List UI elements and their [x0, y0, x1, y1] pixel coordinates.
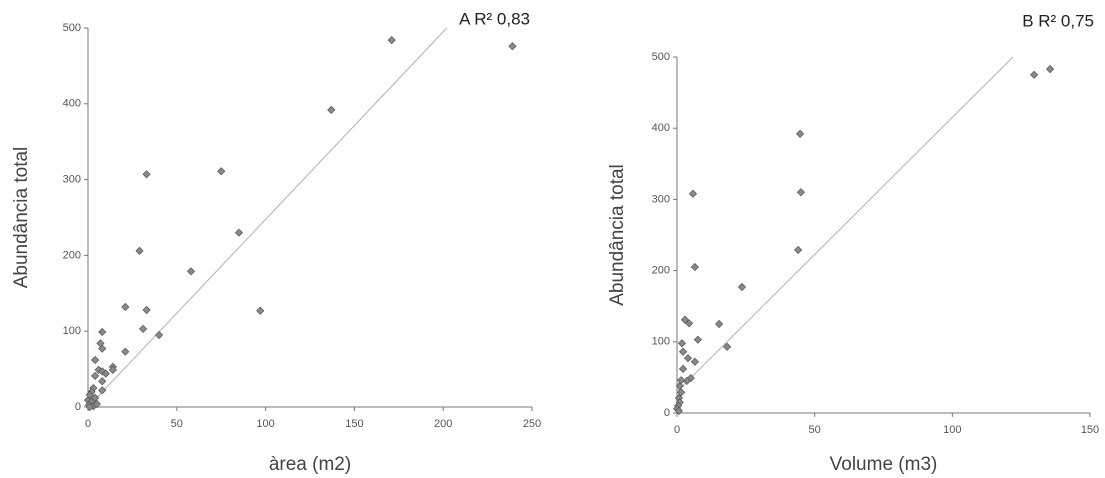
panel-title: A R² 0,83 [459, 9, 530, 28]
data-point [723, 342, 732, 351]
x-tick-label: 200 [434, 418, 452, 430]
x-tick-label: 50 [809, 424, 821, 436]
data-point [685, 319, 694, 328]
data-point [678, 364, 688, 373]
data-point [98, 377, 107, 386]
data-point [677, 388, 686, 397]
y-tick-label: 300 [63, 174, 81, 186]
data-point [1030, 70, 1039, 79]
data-point [85, 390, 94, 399]
data-point [85, 402, 94, 412]
y-tick-label: 500 [652, 51, 670, 63]
data-point [508, 42, 517, 51]
data-point [737, 282, 747, 292]
x-axis-title: àrea (m2) [269, 454, 351, 475]
x-tick-label: 0 [85, 418, 91, 430]
data-point [154, 330, 164, 340]
data-point [98, 344, 107, 353]
x-tick-label: 50 [171, 418, 183, 430]
data-point [138, 324, 148, 334]
data-point [690, 262, 699, 272]
data-point [690, 357, 699, 366]
data-point [795, 129, 805, 138]
data-point [186, 267, 196, 276]
y-tick-label: 400 [652, 122, 670, 134]
data-point [677, 376, 686, 385]
x-tick-label: 0 [674, 424, 680, 436]
y-tick-label: 100 [652, 336, 670, 348]
y-tick-label: 200 [63, 249, 81, 261]
data-point [675, 381, 684, 391]
data-point [715, 319, 724, 329]
y-tick-label: 200 [652, 265, 670, 277]
data-point [91, 393, 100, 402]
data-point [688, 189, 698, 198]
data-point [142, 170, 151, 179]
data-point [1045, 65, 1055, 74]
data-point [693, 335, 703, 344]
data-point [108, 365, 117, 374]
data-point [121, 347, 130, 356]
y-tick-label: 0 [75, 401, 81, 413]
x-tick-label: 250 [523, 418, 541, 430]
y-tick-label: 400 [63, 98, 81, 110]
x-axis-title: Volume (m3) [830, 454, 938, 475]
data-point [98, 327, 107, 337]
data-point [142, 305, 151, 315]
data-point [327, 105, 336, 114]
data-point [98, 386, 107, 395]
data-point [256, 306, 265, 315]
y-tick-label: 500 [63, 22, 81, 34]
data-point [234, 228, 244, 237]
y-tick-label: 100 [63, 325, 81, 337]
data-point [98, 367, 107, 376]
data-point [678, 347, 688, 356]
panel-title: B R² 0,75 [1022, 11, 1094, 30]
data-point [121, 302, 130, 312]
data-point [92, 399, 101, 409]
data-point [677, 339, 687, 348]
x-tick-label: 100 [943, 424, 961, 436]
data-point [683, 354, 693, 363]
data-point [91, 355, 100, 365]
data-point [794, 245, 803, 255]
y-tick-label: 300 [652, 193, 670, 205]
x-tick-label: 150 [345, 418, 363, 430]
y-tick-label: 0 [664, 407, 670, 419]
y-axis-title: Abundância total [607, 164, 628, 306]
data-point [91, 371, 100, 381]
data-point [674, 406, 684, 415]
data-point [135, 246, 144, 255]
data-point [101, 369, 110, 378]
data-point [387, 36, 396, 45]
y-axis-title: Abundância total [11, 147, 32, 289]
x-tick-label: 150 [1081, 424, 1099, 436]
data-point [217, 167, 226, 176]
trend-line [676, 56, 1014, 392]
x-tick-label: 100 [256, 418, 274, 430]
data-point [796, 188, 805, 197]
data-point [680, 315, 690, 324]
trend-line [87, 27, 448, 408]
